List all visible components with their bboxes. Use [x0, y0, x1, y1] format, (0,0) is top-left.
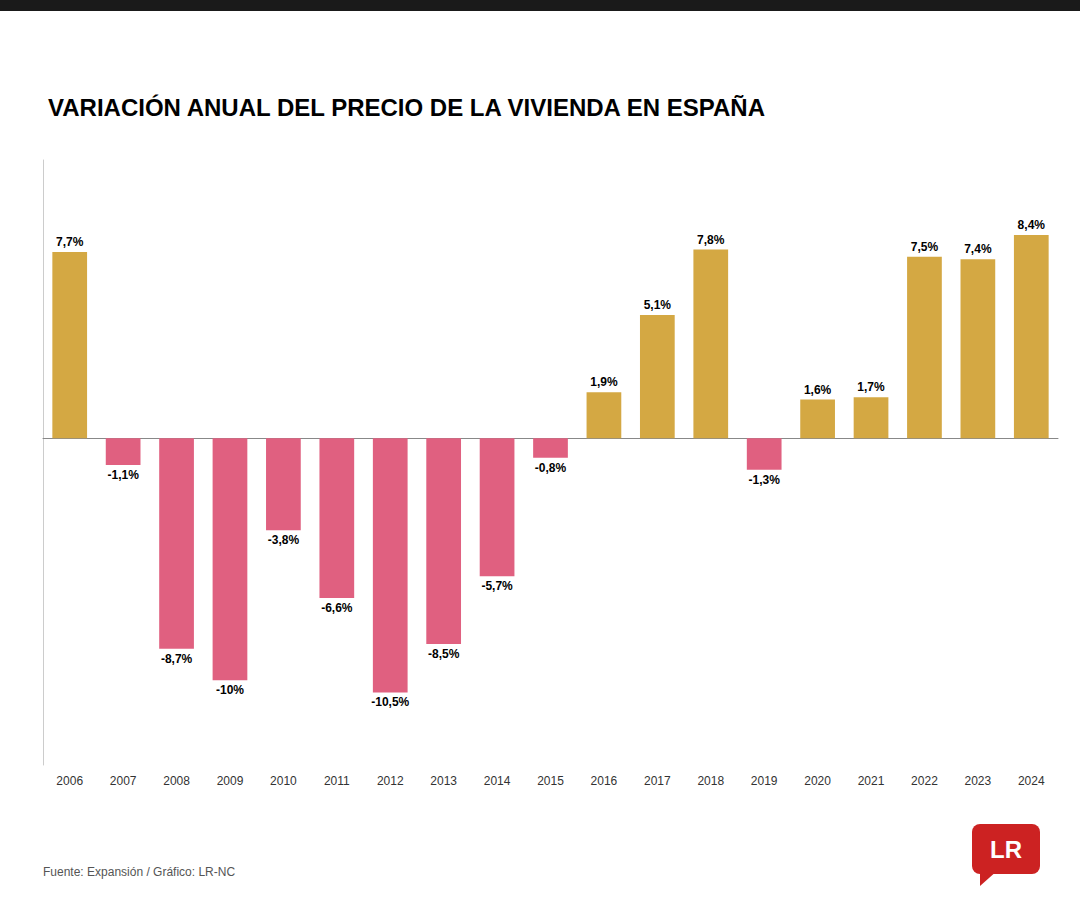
svg-text:1,7%: 1,7% [857, 380, 885, 394]
svg-text:-6,6%: -6,6% [321, 601, 353, 615]
svg-text:-0,8%: -0,8% [535, 461, 567, 475]
svg-text:2018: 2018 [697, 774, 724, 788]
svg-text:1,6%: 1,6% [804, 383, 832, 397]
svg-text:7,8%: 7,8% [697, 233, 725, 247]
svg-text:2024: 2024 [1018, 774, 1045, 788]
svg-text:2015: 2015 [537, 774, 564, 788]
svg-text:VARIACIÓN ANUAL DEL PRECIO DE: VARIACIÓN ANUAL DEL PRECIO DE LA VIVIEND… [48, 94, 765, 121]
svg-text:2021: 2021 [858, 774, 885, 788]
svg-text:-1,3%: -1,3% [749, 473, 781, 487]
svg-text:8,4%: 8,4% [1018, 218, 1046, 232]
svg-text:2010: 2010 [270, 774, 297, 788]
svg-text:Fuente: Expansión / Gráfico: L: Fuente: Expansión / Gráfico: LR-NC [43, 865, 235, 879]
svg-text:-1,1%: -1,1% [107, 468, 139, 482]
svg-text:2020: 2020 [804, 774, 831, 788]
svg-text:7,4%: 7,4% [964, 242, 992, 256]
svg-text:2022: 2022 [911, 774, 938, 788]
svg-text:1,9%: 1,9% [590, 375, 618, 389]
svg-text:2013: 2013 [430, 774, 457, 788]
svg-text:LR: LR [990, 836, 1022, 863]
svg-text:2012: 2012 [377, 774, 404, 788]
svg-text:2006: 2006 [56, 774, 83, 788]
svg-text:-10,5%: -10,5% [371, 695, 409, 709]
svg-text:2019: 2019 [751, 774, 778, 788]
svg-text:-8,7%: -8,7% [161, 652, 193, 666]
svg-text:2014: 2014 [484, 774, 511, 788]
svg-text:2017: 2017 [644, 774, 671, 788]
svg-text:-5,7%: -5,7% [481, 579, 513, 593]
svg-text:2009: 2009 [217, 774, 244, 788]
svg-text:2023: 2023 [965, 774, 992, 788]
svg-text:2011: 2011 [324, 774, 350, 788]
svg-text:-3,8%: -3,8% [268, 533, 300, 547]
svg-text:-10%: -10% [216, 683, 244, 697]
svg-text:2007: 2007 [110, 774, 137, 788]
svg-text:7,7%: 7,7% [56, 235, 84, 249]
svg-text:7,5%: 7,5% [911, 240, 939, 254]
svg-text:-8,5%: -8,5% [428, 647, 460, 661]
svg-text:2016: 2016 [591, 774, 618, 788]
svg-text:2008: 2008 [163, 774, 190, 788]
svg-text:5,1%: 5,1% [644, 298, 672, 312]
